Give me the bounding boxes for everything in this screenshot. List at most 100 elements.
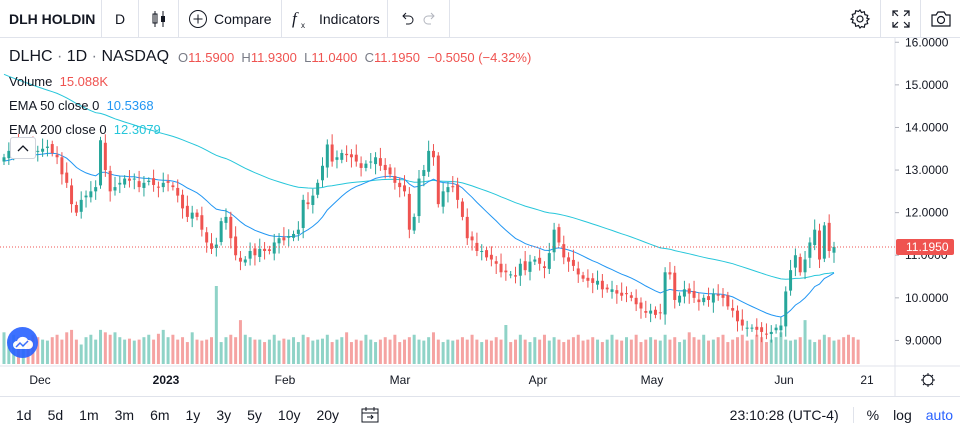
volume-bar [716,337,720,364]
volume-bar [649,337,653,364]
low-label: L [304,49,312,65]
svg-text:x: x [301,21,305,29]
candle-body [137,181,141,188]
volume-bar [94,339,98,364]
volume-bar [427,337,431,364]
volume-bar [2,332,6,364]
legend-collapse-button[interactable] [10,137,36,159]
auto-toggle[interactable]: auto [925,407,953,423]
candles-icon [152,10,165,27]
volume-bar [123,339,127,364]
compare-button[interactable]: Compare [179,0,282,38]
candle-body [2,157,6,162]
volume-bar [258,339,262,364]
candle-body [673,272,677,300]
volume-bar [335,339,339,364]
candle-body [147,180,151,182]
volume-bar [118,337,122,364]
volume-bar [673,337,677,364]
price-chart[interactable]: 16.000015.000014.000013.000012.000011.00… [0,38,960,396]
candle-body [267,249,271,251]
volume-bar [407,337,411,364]
volume-bar [678,342,682,364]
candle-body [456,184,460,200]
volume-bar [359,340,363,364]
axis-settings-icon[interactable] [921,373,935,387]
volume-bar [562,342,566,364]
candle-body [427,150,431,172]
snapshot-button[interactable] [920,0,960,38]
candle-body [731,308,735,311]
interval-button[interactable]: D [102,0,139,38]
candle-body [764,333,768,335]
volume-bar [692,337,696,364]
fullscreen-button[interactable] [880,0,920,38]
volume-bar [190,332,194,364]
volume-bar [851,337,855,364]
range-button-1d[interactable]: 1d [16,407,32,423]
candle-body [431,150,435,158]
candle-body [639,302,643,309]
candle-body [668,272,672,275]
range-button-1y[interactable]: 1y [185,407,201,423]
volume-bar [760,337,764,364]
candle-body [615,290,619,294]
range-button-3y[interactable]: 3y [216,407,232,423]
volume-bar [658,340,662,364]
candle-body [79,199,83,212]
percent-toggle[interactable]: % [866,407,880,423]
x-tick-label: Feb [275,373,296,387]
undo-icon[interactable] [399,11,415,27]
settings-button[interactable] [840,0,880,38]
candle-body [610,289,614,292]
candle-body [504,270,508,273]
range-button-20y[interactable]: 20y [316,407,340,423]
candle-body [514,275,518,277]
volume-bar [571,337,575,364]
toolbar-right [840,0,960,38]
volume-bar [41,339,45,364]
volume-bar [465,339,469,364]
volume-bar [393,334,397,364]
candle-body [388,167,392,175]
volume-bar [272,334,276,364]
symbol-search[interactable]: DLH HOLDIN [0,0,102,38]
redo-icon[interactable] [422,11,438,27]
volume-bar [282,338,286,364]
bottom-right: 23:10:28 (UTC-4) % log auto [723,397,960,433]
candle-body [750,327,754,329]
log-toggle[interactable]: log [893,407,912,423]
range-button-1m[interactable]: 1m [79,407,99,423]
volume-bar [591,337,595,364]
candle-body [576,268,580,275]
range-button-5y[interactable]: 5y [247,407,262,423]
date-range-button[interactable] [361,406,379,424]
candle-body [653,309,657,315]
x-tick-label: Apr [529,373,548,387]
volume-bar [103,332,107,364]
candle-body [509,274,513,276]
ema200-value: 12.3079 [113,121,161,137]
range-button-6m[interactable]: 6m [150,407,170,423]
range-button-3m[interactable]: 3m [114,407,135,423]
candle-body [716,294,720,296]
chart-type-button[interactable] [139,0,179,38]
candle-body [658,312,662,314]
volume-bar [74,339,78,364]
clock[interactable]: 23:10:28 (UTC-4) [723,407,854,423]
candle-body [152,178,156,185]
volume-bar [668,339,672,364]
candle-body [740,319,744,326]
range-button-10y[interactable]: 10y [277,407,301,423]
volume-bar [388,339,392,364]
volume-bar [822,334,826,364]
range-button-5d[interactable]: 5d [47,407,64,423]
volume-bar [542,334,546,364]
candle-body [108,170,112,192]
tradingview-logo[interactable] [7,327,38,358]
volume-bar [446,339,450,364]
volume-bar [808,339,812,364]
candle-body [620,292,624,296]
